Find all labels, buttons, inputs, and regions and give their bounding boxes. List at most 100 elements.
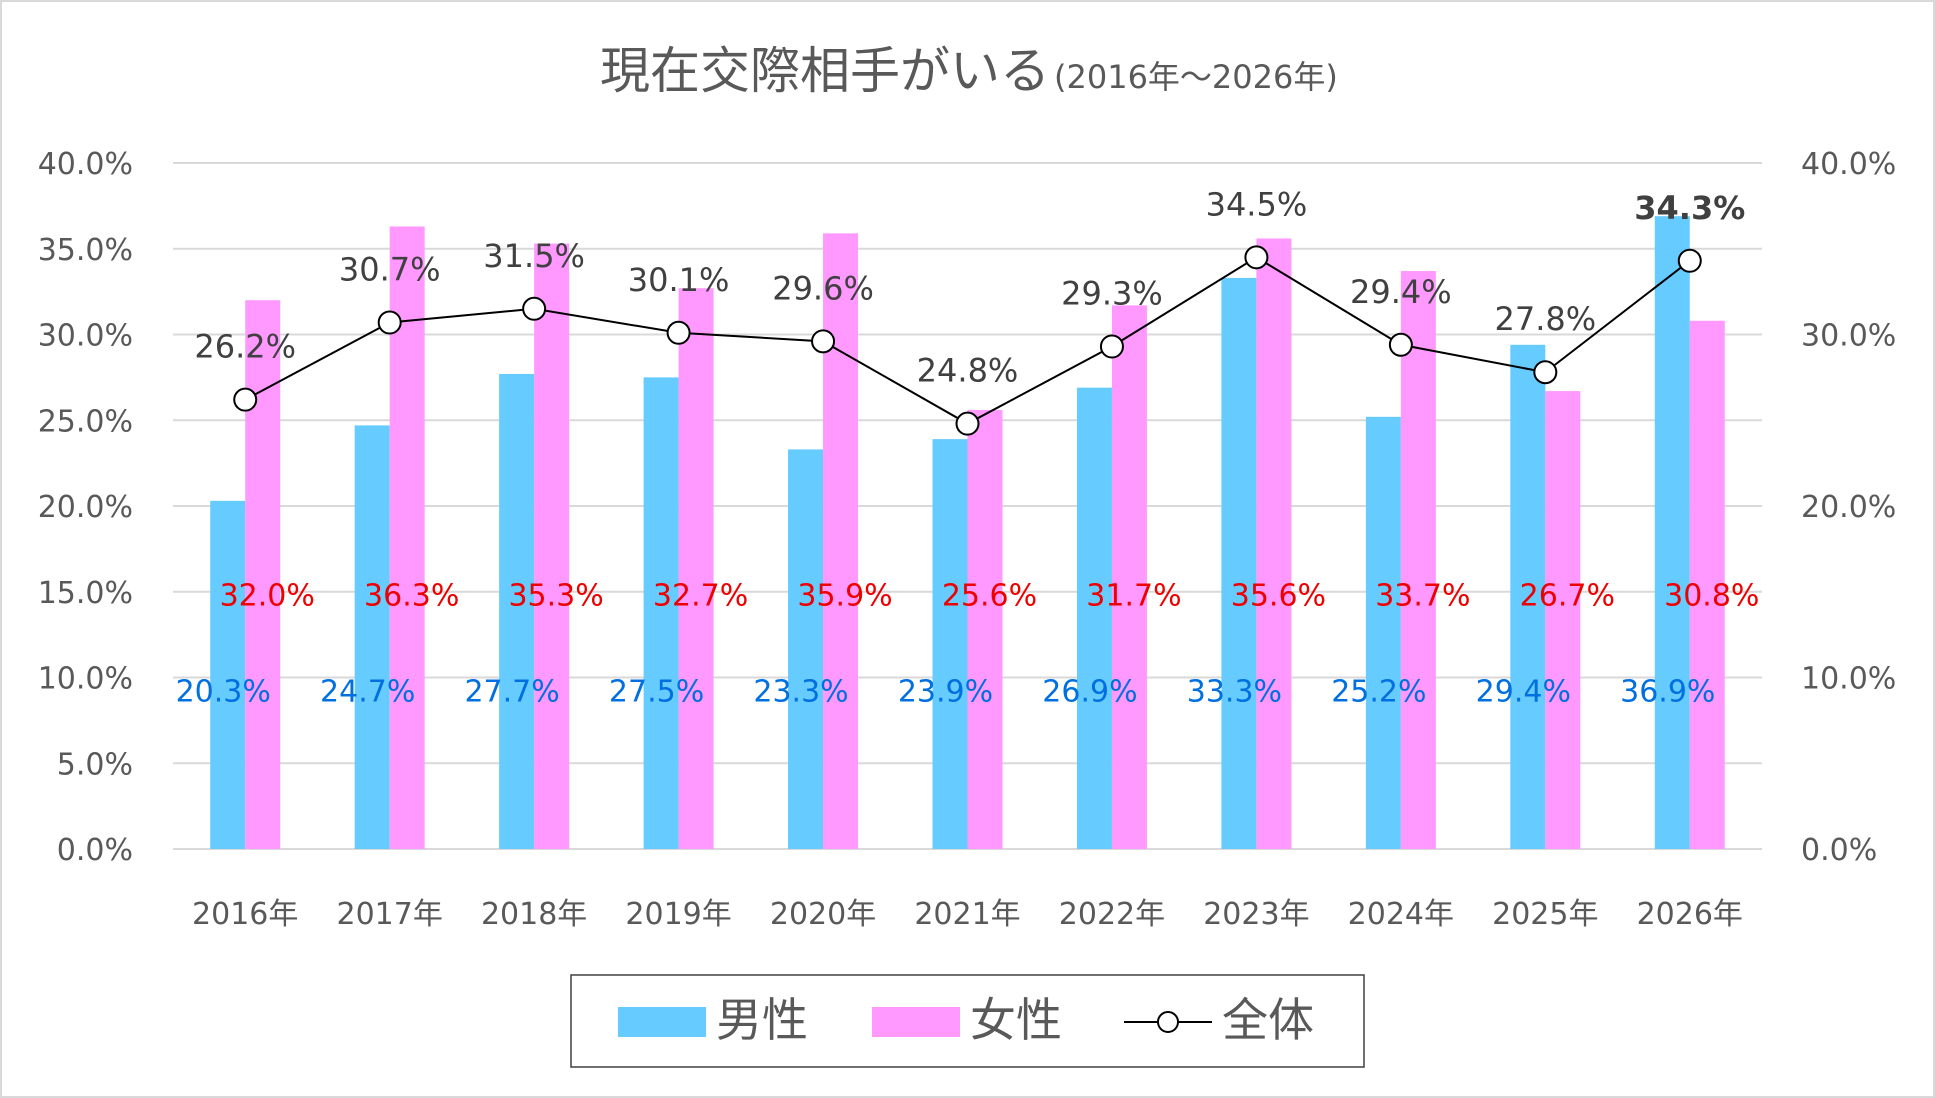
bar-female bbox=[823, 233, 859, 849]
bar-male bbox=[1076, 387, 1112, 849]
y2-tick-label: 30.0% bbox=[1801, 319, 1896, 354]
data-label-total: 29.6% bbox=[772, 269, 874, 307]
y2-tick-label: 10.0% bbox=[1801, 662, 1896, 697]
bar-female bbox=[678, 288, 714, 849]
line-total bbox=[244, 256, 1691, 425]
data-label-male: 27.7% bbox=[464, 675, 559, 710]
data-label-female: 32.0% bbox=[220, 578, 315, 613]
bar-female bbox=[967, 409, 1003, 849]
y-tick-label: 20.0% bbox=[38, 490, 133, 525]
bar-male bbox=[1221, 277, 1257, 849]
marker-total bbox=[1677, 248, 1702, 273]
data-label-male: 25.2% bbox=[1331, 675, 1426, 710]
data-label-total: 34.3% bbox=[1634, 189, 1745, 227]
legend-marker-total bbox=[1157, 1011, 1179, 1033]
legend-label-female: 女性 bbox=[970, 993, 1062, 1047]
data-label-female: 31.7% bbox=[1086, 578, 1181, 613]
y-tick-label: 10.0% bbox=[38, 662, 133, 697]
marker-total bbox=[1388, 332, 1413, 357]
bar-female bbox=[1256, 238, 1292, 849]
data-label-total: 29.3% bbox=[1061, 275, 1163, 313]
data-label-female: 30.8% bbox=[1664, 578, 1759, 613]
y-tick-label: 5.0% bbox=[57, 747, 133, 782]
data-label-male: 27.5% bbox=[609, 675, 704, 710]
x-tick-label: 2023年 bbox=[1203, 897, 1309, 932]
data-label-total: 30.7% bbox=[339, 250, 441, 288]
y2-tick-label: 0.0% bbox=[1801, 833, 1877, 868]
y-tick-label: 25.0% bbox=[38, 404, 133, 439]
marker-total bbox=[666, 320, 691, 345]
y-tick-label: 40.0% bbox=[38, 147, 133, 182]
x-tick-label: 2025年 bbox=[1492, 897, 1598, 932]
data-label-male: 23.9% bbox=[898, 675, 993, 710]
x-tick-label: 2024年 bbox=[1348, 897, 1454, 932]
marker-total bbox=[522, 296, 547, 321]
data-label-male: 36.9% bbox=[1620, 675, 1715, 710]
data-label-female: 26.7% bbox=[1520, 578, 1615, 613]
bar-female bbox=[534, 243, 570, 850]
marker-total bbox=[1244, 245, 1269, 270]
data-label-total: 34.5% bbox=[1206, 185, 1308, 223]
x-tick-label: 2017年 bbox=[337, 897, 443, 932]
data-label-male: 23.3% bbox=[753, 675, 848, 710]
data-label-total: 24.8% bbox=[917, 352, 1019, 390]
bar-female bbox=[1689, 320, 1725, 849]
bar-male bbox=[1510, 344, 1546, 849]
y-tick-label: 35.0% bbox=[38, 233, 133, 268]
y-tick-label: 0.0% bbox=[57, 833, 133, 868]
data-label-female: 32.7% bbox=[653, 578, 748, 613]
x-tick-label: 2021年 bbox=[914, 897, 1020, 932]
data-label-male: 24.7% bbox=[320, 675, 415, 710]
legend: 男性 女性 全体 bbox=[570, 974, 1365, 1068]
bar-male bbox=[788, 449, 824, 849]
data-label-female: 35.6% bbox=[1231, 578, 1326, 613]
marker-total bbox=[811, 329, 836, 354]
data-label-total: 26.2% bbox=[194, 328, 296, 366]
x-tick-label: 2018年 bbox=[481, 897, 587, 932]
data-label-female: 33.7% bbox=[1375, 578, 1470, 613]
data-label-male: 29.4% bbox=[1476, 675, 1571, 710]
x-tick-label: 2016年 bbox=[192, 897, 298, 932]
bar-male bbox=[1654, 216, 1690, 850]
y2-tick-label: 40.0% bbox=[1801, 147, 1896, 182]
x-tick-label: 2019年 bbox=[625, 897, 731, 932]
bar-male bbox=[643, 377, 679, 849]
bar-male bbox=[932, 439, 968, 849]
bar-female bbox=[1545, 391, 1581, 849]
data-label-total: 27.8% bbox=[1494, 300, 1596, 338]
data-label-female: 35.9% bbox=[797, 578, 892, 613]
data-label-female: 36.3% bbox=[364, 578, 459, 613]
bar-male bbox=[499, 373, 535, 849]
data-label-male: 20.3% bbox=[176, 675, 271, 710]
legend-swatch-male bbox=[618, 1007, 706, 1037]
data-label-total: 31.5% bbox=[483, 237, 585, 275]
y2-tick-label: 20.0% bbox=[1801, 490, 1896, 525]
x-tick-label: 2026年 bbox=[1637, 897, 1743, 932]
data-label-total: 30.1% bbox=[628, 261, 730, 299]
legend-label-male: 男性 bbox=[716, 993, 808, 1047]
data-label-male: 33.3% bbox=[1187, 675, 1282, 710]
bar-female bbox=[1400, 271, 1436, 849]
legend-swatch-female bbox=[872, 1007, 960, 1037]
bar-female bbox=[245, 300, 281, 849]
legend-label-total: 全体 bbox=[1222, 993, 1314, 1047]
bar-female bbox=[1111, 305, 1147, 850]
marker-total bbox=[233, 387, 258, 412]
chart-title: 現在交際相手がいる bbox=[600, 42, 1050, 100]
data-label-female: 25.6% bbox=[942, 578, 1037, 613]
data-label-male: 26.9% bbox=[1042, 675, 1137, 710]
marker-total bbox=[1533, 360, 1558, 385]
y-tick-label: 30.0% bbox=[38, 319, 133, 354]
bar-male bbox=[354, 425, 390, 849]
x-tick-label: 2022年 bbox=[1059, 897, 1165, 932]
y-tick-label: 15.0% bbox=[38, 576, 133, 611]
chart-subtitle: (2016年～2026年) bbox=[1054, 58, 1338, 96]
marker-total bbox=[955, 411, 980, 436]
x-tick-label: 2020年 bbox=[770, 897, 876, 932]
bar-male bbox=[210, 500, 246, 849]
marker-total bbox=[1099, 334, 1124, 359]
marker-total bbox=[377, 310, 402, 335]
data-label-female: 35.3% bbox=[508, 578, 603, 613]
